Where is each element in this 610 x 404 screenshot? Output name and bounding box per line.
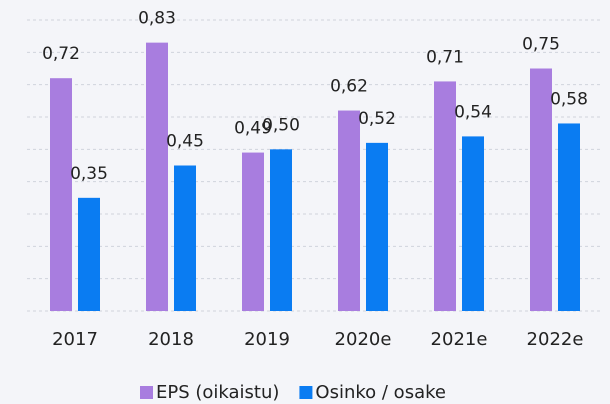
value-label: 0,71 <box>426 47 464 67</box>
value-label: 0,50 <box>262 115 300 135</box>
value-label: 0,72 <box>42 44 80 64</box>
bar <box>78 197 100 311</box>
x-tick-label: 2022e <box>527 329 584 350</box>
x-tick-label: 2021e <box>431 329 488 350</box>
value-label: 0,35 <box>70 164 108 184</box>
value-label: 0,52 <box>358 109 396 129</box>
x-tick-label: 2018 <box>148 329 194 350</box>
bar <box>174 165 196 311</box>
legend-swatch <box>299 386 313 399</box>
x-tick-label: 2019 <box>244 329 290 350</box>
bar <box>366 142 388 311</box>
value-label: 0,75 <box>522 35 560 55</box>
legend-label: Osinko / osake <box>315 382 446 403</box>
bar <box>558 123 580 311</box>
bar <box>434 81 456 311</box>
legend-swatch <box>140 386 153 399</box>
bar <box>50 78 72 311</box>
value-label: 0,83 <box>138 9 176 29</box>
value-label: 0,45 <box>166 132 204 152</box>
value-label: 0,54 <box>454 102 492 122</box>
bar <box>242 152 264 311</box>
x-tick-label: 2017 <box>52 329 98 350</box>
bar <box>270 149 292 311</box>
value-label: 0,58 <box>550 89 588 109</box>
x-tick-label: 2020e <box>335 329 392 350</box>
legend-label: EPS (oikaistu) <box>156 382 279 403</box>
value-label: 0,49 <box>234 119 272 139</box>
bar <box>462 136 484 311</box>
bar <box>146 42 168 312</box>
bar <box>530 68 552 311</box>
value-label: 0,62 <box>330 77 368 97</box>
bar <box>338 110 360 312</box>
